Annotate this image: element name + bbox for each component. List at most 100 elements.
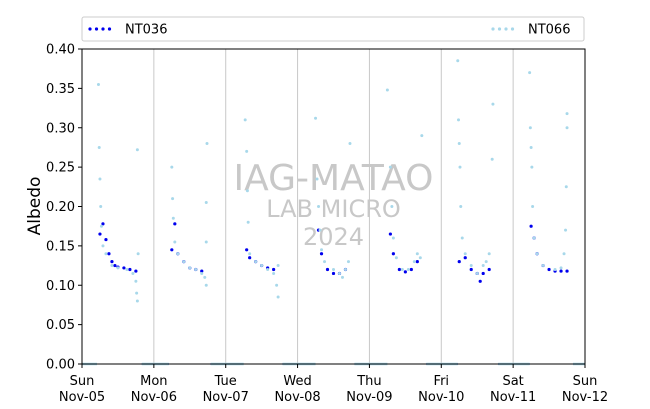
data-point	[391, 236, 395, 240]
data-point	[535, 252, 539, 256]
data-point	[415, 260, 419, 264]
data-point	[243, 118, 247, 122]
data-point	[173, 222, 177, 226]
data-point	[564, 185, 568, 189]
x-tick-day: Thu	[356, 374, 381, 389]
x-tick-day: Fri	[434, 374, 450, 389]
data-point	[420, 134, 424, 138]
data-point	[97, 145, 101, 149]
data-point	[346, 260, 350, 264]
data-point	[276, 295, 280, 299]
watermark-text: 2024	[303, 223, 364, 251]
data-point	[390, 205, 394, 208]
data-point	[490, 157, 494, 161]
data-point	[318, 228, 322, 232]
legend-marker	[88, 27, 92, 31]
data-point	[135, 299, 139, 303]
data-point	[469, 264, 473, 268]
data-point	[553, 268, 557, 271]
data-point	[99, 224, 103, 228]
data-point	[457, 142, 461, 145]
data-point	[314, 116, 318, 120]
y-tick-label: 0.15	[46, 239, 75, 254]
series-layer	[96, 59, 569, 303]
y-tick-label: 0.35	[46, 82, 75, 97]
data-point	[391, 252, 395, 256]
data-point	[248, 252, 252, 256]
data-point	[182, 260, 186, 264]
data-point	[388, 232, 392, 236]
data-point	[456, 59, 460, 63]
data-point	[531, 205, 535, 208]
data-point	[260, 264, 264, 268]
data-point	[194, 268, 198, 271]
data-point	[403, 270, 407, 274]
x-tick-date: Nov-12	[562, 390, 608, 405]
data-point	[337, 271, 341, 275]
data-point	[475, 271, 479, 275]
data-point	[134, 269, 138, 273]
data-point	[459, 205, 463, 208]
data-point	[332, 268, 335, 271]
data-point	[469, 267, 473, 272]
data-point	[331, 271, 336, 276]
data-point	[484, 260, 488, 264]
data-point	[245, 149, 249, 153]
data-point	[98, 177, 102, 181]
legend-frame	[81, 16, 585, 42]
data-point	[487, 252, 491, 256]
data-point	[463, 252, 467, 256]
data-point	[491, 102, 495, 106]
x-tick-date: Nov-08	[274, 390, 320, 405]
data-point	[204, 240, 208, 244]
watermark-text: IAG-MATAO	[234, 158, 434, 199]
data-point	[128, 267, 132, 272]
data-point	[547, 267, 551, 272]
x-tick-day: Sun	[573, 374, 598, 389]
data-point	[113, 263, 117, 268]
data-point	[248, 256, 252, 260]
y-tick-label: 0.00	[46, 358, 75, 373]
y-tick-label: 0.10	[46, 279, 75, 294]
day-gridlines	[153, 49, 514, 364]
data-point	[134, 279, 138, 283]
data-point	[463, 256, 467, 260]
data-point	[203, 275, 207, 279]
plot-frame	[82, 49, 585, 364]
data-point	[276, 264, 280, 268]
data-point	[565, 126, 569, 130]
data-point	[409, 267, 413, 272]
data-point	[487, 267, 491, 272]
data-point	[104, 237, 108, 242]
data-point	[385, 88, 389, 92]
legend-marker	[101, 27, 105, 31]
data-point	[559, 269, 563, 273]
data-point	[481, 264, 485, 268]
data-point	[541, 264, 545, 268]
watermark-text: LAB MICRO	[266, 195, 401, 223]
legend-marker	[94, 27, 99, 31]
data-point	[340, 275, 344, 279]
legend-marker	[510, 27, 515, 31]
data-point	[254, 260, 258, 264]
data-point	[457, 118, 460, 122]
data-point	[171, 216, 175, 220]
legend-marker	[497, 27, 502, 31]
data-point	[110, 264, 114, 268]
data-point	[412, 260, 416, 264]
data-point	[205, 142, 209, 145]
data-point	[245, 189, 249, 193]
data-point	[323, 260, 327, 264]
x-axis: SunNov-05MonNov-06TueNov-07WedNov-08ThuN…	[59, 364, 608, 405]
y-axis: 0.00 0.05 0.10 0.15 0.20 0.25 0.30 0.35 0.40	[46, 43, 82, 373]
legend-marker	[107, 27, 112, 31]
y-tick-label: 0.40	[46, 43, 75, 58]
data-point	[317, 205, 321, 208]
data-point	[173, 240, 177, 244]
data-point	[266, 268, 270, 271]
legend: NT036 NT066	[81, 16, 585, 42]
data-point	[101, 244, 105, 248]
data-point	[529, 224, 533, 228]
